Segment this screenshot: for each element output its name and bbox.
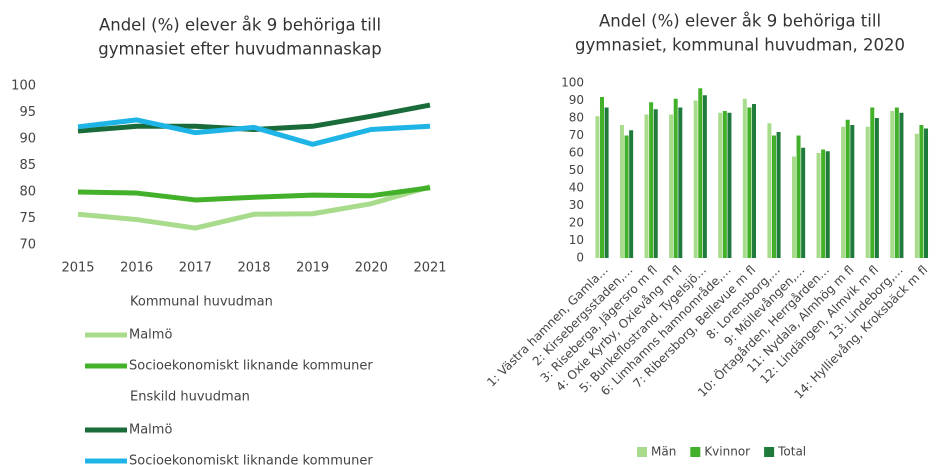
y-tick-label: 70: [569, 128, 584, 142]
legend-group-title: Kommunal huvudman: [130, 295, 273, 310]
bar: [649, 102, 654, 258]
y-tick-label: 60: [569, 146, 584, 160]
bar: [742, 98, 747, 258]
bar: [722, 111, 727, 258]
legend-label: Män: [651, 445, 676, 459]
y-tick-label: 90: [19, 132, 36, 147]
bar: [801, 147, 806, 258]
x-tick-label: 2015: [61, 261, 94, 276]
line-series: [77, 184, 431, 231]
y-tick-label: 40: [569, 181, 584, 195]
legend-label: Kvinnor: [704, 445, 750, 459]
y-tick-label: 30: [569, 198, 584, 212]
line-series: [77, 117, 431, 147]
y-tick-label: 95: [19, 105, 36, 120]
line-series: [77, 185, 431, 203]
bar: [841, 126, 846, 258]
bar: [653, 109, 658, 258]
legend-swatch: [764, 447, 775, 457]
bar: [870, 107, 875, 258]
bar: [619, 125, 624, 258]
bar: [673, 98, 678, 258]
bar: [816, 153, 821, 258]
chart-title: Andel (%) elever åk 9 behöriga till: [599, 12, 881, 31]
bar: [899, 112, 904, 258]
y-tick-label: 85: [19, 158, 36, 173]
legend-label: Socioekonomiskt liknande kommuner: [129, 359, 373, 374]
bar: [747, 107, 752, 258]
bar: [890, 111, 895, 258]
y-tick-label: 20: [569, 216, 584, 230]
bar: [629, 130, 634, 258]
bar: [845, 119, 850, 258]
bar: [796, 135, 801, 258]
legend-group-title: Enskild huvudman: [130, 390, 250, 405]
bar: [718, 112, 723, 258]
bar: [914, 133, 919, 258]
y-tick-label: 50: [569, 163, 584, 177]
bar: [874, 118, 879, 258]
bar: [752, 104, 757, 258]
bar: [791, 156, 796, 258]
y-tick-label: 80: [19, 185, 36, 200]
y-tick-label: 10: [569, 233, 584, 247]
bar: [865, 126, 870, 258]
chart-title: gymnasiet efter huvudmannaskap: [98, 40, 382, 59]
x-tick-label: 2020: [355, 261, 388, 276]
legend-label: Total: [777, 445, 806, 459]
bar: [919, 125, 924, 258]
bar: [678, 107, 683, 258]
legend-label: Socioekonomiskt liknande kommuner: [129, 454, 373, 465]
x-tick-label: 2021: [413, 261, 446, 276]
bar: [767, 123, 772, 258]
bar: [604, 107, 609, 258]
bar: [624, 135, 629, 258]
x-tick-label: 2016: [120, 261, 153, 276]
bar: [698, 88, 703, 258]
bar: [894, 107, 899, 258]
y-tick-label: 80: [569, 111, 584, 125]
bar: [644, 114, 649, 258]
legend-label: Malmö: [129, 423, 172, 438]
chart-title: gymnasiet, kommunal huvudman, 2020: [575, 36, 905, 55]
legend-label: Malmö: [129, 328, 172, 343]
bar: [693, 100, 698, 258]
y-tick-label: 0: [576, 251, 584, 265]
bar: [595, 116, 600, 258]
bar: [727, 112, 732, 258]
y-tick-label: 100: [561, 76, 584, 90]
bar: [924, 128, 929, 258]
y-tick-label: 90: [569, 93, 584, 107]
bar: [776, 132, 781, 258]
x-tick-label: 2017: [179, 261, 212, 276]
bar: [821, 149, 826, 258]
legend-swatch: [637, 447, 647, 457]
x-tick-label: 2019: [296, 261, 329, 276]
x-tick-label: 2018: [237, 261, 270, 276]
y-tick-label: 70: [19, 238, 36, 253]
bar: [599, 97, 604, 258]
chart-title: Andel (%) elever åk 9 behöriga till: [99, 16, 381, 35]
legend-swatch: [690, 447, 701, 457]
bar: [669, 114, 674, 258]
bar: [850, 125, 855, 258]
bar: [702, 95, 707, 258]
y-tick-label: 75: [19, 211, 36, 226]
bar: [825, 151, 830, 258]
y-tick-label: 100: [11, 79, 36, 94]
bar: [771, 135, 776, 258]
